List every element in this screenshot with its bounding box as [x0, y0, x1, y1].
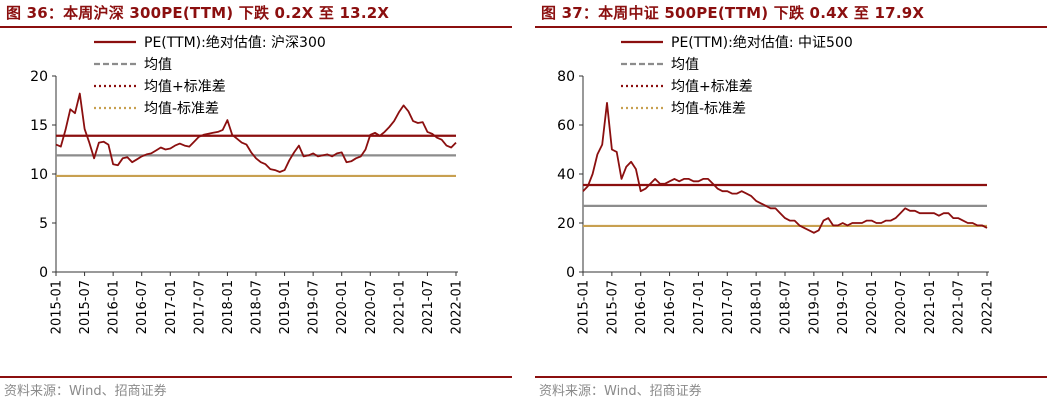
chart-title: 图 37：本周中证 500PE(TTM) 下跌 0.4X 至 17.9X [541, 4, 925, 22]
line-chart-csi500-pe: 0 20 40 60 80 2015-01 2015-07 2016-01 2016-07 201… [557, 35, 996, 334]
title-divider [535, 26, 1047, 28]
chart-title: 图 36：本周沪深 300PE(TTM) 下跌 0.2X 至 13.2X [6, 4, 390, 22]
y-tick-label: 5 [39, 216, 48, 232]
source-note: 资料来源：Wind、招商证券 [4, 384, 167, 399]
x-tick-label: 2016-07 [663, 280, 678, 334]
pe-ttm-series-line [55, 92, 457, 173]
x-tick-label: 2018-01 [221, 280, 236, 334]
x-tick-label: 2019-07 [307, 280, 322, 334]
x-tick-label: 2020-01 [335, 280, 350, 334]
x-tick-label: 2019-07 [836, 280, 851, 334]
legend-entry: 均值+标准差 [671, 79, 753, 95]
x-tick-label: 2020-07 [894, 280, 909, 334]
x-tick-label: 2017-01 [692, 280, 707, 334]
x-tick-label: 2021-01 [923, 280, 938, 334]
y-tick-label: 80 [557, 69, 575, 85]
x-tick-label: 2019-01 [807, 280, 822, 334]
y-tick-label: 20 [557, 216, 575, 232]
x-tick-label: 2016-01 [634, 280, 649, 334]
chart-panel-csi500: 图 37：本周中证 500PE(TTM) 下跌 0.4X 至 17.9X 0 20… [535, 0, 1047, 400]
x-tick-label: 2020-07 [364, 280, 379, 334]
x-tick-label: 2018-01 [750, 280, 765, 334]
y-tick-label: 0 [566, 265, 575, 281]
legend-entry: PE(TTM):绝对估值: 沪深300 [144, 35, 326, 51]
x-tick-label: 2015-07 [78, 280, 93, 334]
chart-panel-hs300: 图 36：本周沪深 300PE(TTM) 下跌 0.2X 至 13.2X 0 5 1… [0, 0, 512, 400]
y-tick-label: 40 [557, 167, 575, 183]
x-tick-label: 2018-07 [779, 280, 794, 334]
x-tick-label: 2022-01 [450, 280, 465, 334]
legend-entry: 均值-标准差 [671, 101, 746, 117]
x-tick-label: 2015-07 [605, 280, 620, 334]
x-tick-label: 2018-07 [250, 280, 265, 334]
line-chart-hs300-pe: 0 5 10 15 20 2015-01 2015-07 2016-01 2016-07 2017… [30, 35, 465, 334]
x-tick-label: 2017-07 [721, 280, 736, 334]
x-tick-label: 2017-07 [192, 280, 207, 334]
legend-entry: 均值-标准差 [144, 101, 219, 117]
source-note: 资料来源：Wind、招商证券 [539, 384, 702, 399]
x-tick-label: 2015-01 [50, 280, 65, 334]
legend-entry: 均值 [144, 57, 172, 73]
x-tick-label: 2017-01 [164, 280, 179, 334]
y-tick-label: 60 [557, 118, 575, 134]
y-tick-label: 20 [30, 69, 48, 85]
x-tick-label: 2021-01 [392, 280, 407, 334]
x-tick-label: 2021-07 [421, 280, 436, 334]
y-tick-label: 10 [30, 167, 48, 183]
title-divider [0, 26, 512, 28]
x-tick-label: 2021-07 [952, 280, 967, 334]
source-divider [535, 376, 1047, 378]
x-tick-label: 2022-01 [981, 280, 996, 334]
x-tick-label: 2015-01 [577, 280, 592, 334]
x-tick-label: 2019-01 [278, 280, 293, 334]
x-tick-label: 2020-01 [865, 280, 880, 334]
legend-entry: 均值+标准差 [144, 79, 226, 95]
y-tick-label: 15 [30, 118, 48, 134]
legend-entry: 均值 [671, 57, 699, 73]
x-tick-label: 2016-01 [107, 280, 122, 334]
pe-ttm-series-line [582, 102, 988, 234]
source-divider [0, 376, 512, 378]
legend-entry: PE(TTM):绝对估值: 中证500 [671, 35, 853, 51]
x-tick-label: 2016-07 [135, 280, 150, 334]
y-tick-label: 0 [39, 265, 48, 281]
